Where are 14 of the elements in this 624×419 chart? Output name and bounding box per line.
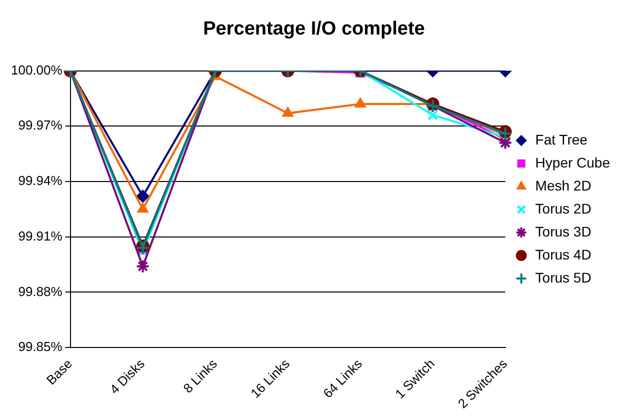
legend-label: Torus 3D bbox=[535, 223, 592, 240]
legend-label: Hyper Cube bbox=[535, 154, 610, 170]
y-tick-label: 99.91% bbox=[18, 228, 63, 244]
legend-label: Torus 2D bbox=[535, 200, 592, 216]
legend-label: Fat Tree bbox=[535, 131, 588, 148]
y-tick-label: 99.85% bbox=[18, 339, 63, 354]
chart-title: Percentage I/O complete bbox=[203, 18, 425, 40]
legend-label: Torus 5D bbox=[535, 269, 592, 286]
y-tick-label: 100.00% bbox=[10, 62, 63, 78]
y-tick-label: 99.88% bbox=[18, 284, 63, 299]
legend-label: Torus 4D bbox=[535, 246, 592, 262]
y-tick-label: 99.94% bbox=[18, 173, 63, 188]
legend-label: Mesh 2D bbox=[535, 177, 592, 194]
y-tick-label: 99.97% bbox=[18, 118, 63, 133]
